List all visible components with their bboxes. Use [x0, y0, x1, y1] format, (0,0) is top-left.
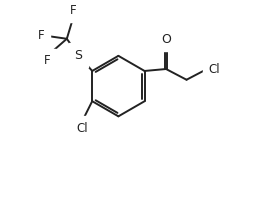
Text: F: F [38, 29, 45, 42]
Text: S: S [75, 49, 83, 62]
Text: Cl: Cl [77, 122, 88, 135]
Text: O: O [161, 33, 171, 46]
Text: F: F [44, 54, 50, 67]
Text: F: F [70, 4, 77, 17]
Text: Cl: Cl [209, 63, 220, 75]
